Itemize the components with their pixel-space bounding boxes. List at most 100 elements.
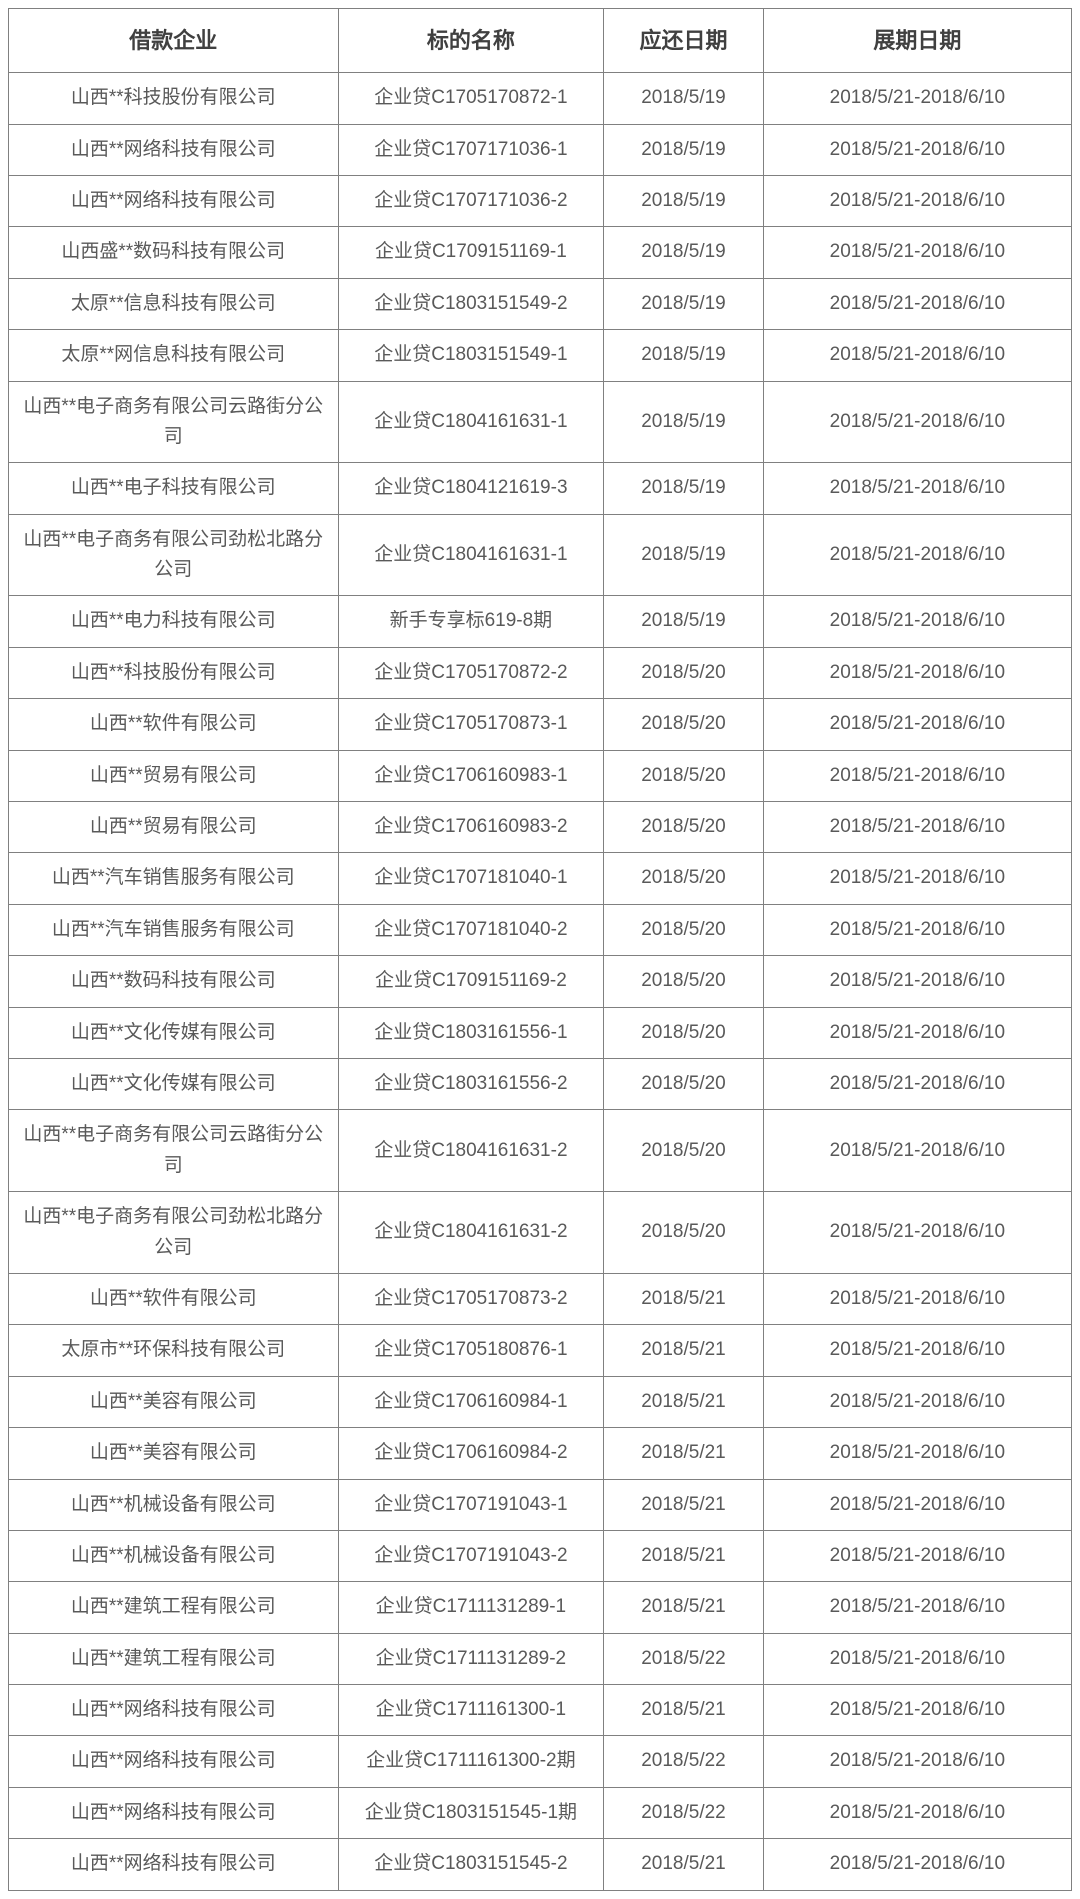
cell-due: 2018/5/20: [604, 699, 763, 750]
cell-ext: 2018/5/21-2018/6/10: [763, 1059, 1071, 1110]
cell-loan: 企业贷C1705180876-1: [338, 1325, 604, 1376]
cell-due: 2018/5/19: [604, 330, 763, 381]
table-row: 山西**软件有限公司企业贷C1705170873-12018/5/202018/…: [9, 699, 1072, 750]
table-row: 山西**数码科技有限公司企业贷C1709151169-22018/5/20201…: [9, 956, 1072, 1007]
cell-loan: 企业贷C1707191043-1: [338, 1479, 604, 1530]
table-body: 山西**科技股份有限公司企业贷C1705170872-12018/5/19201…: [9, 73, 1072, 1890]
cell-loan: 企业贷C1711161300-2期: [338, 1736, 604, 1787]
cell-ext: 2018/5/21-2018/6/10: [763, 596, 1071, 647]
table-row: 太原**信息科技有限公司企业贷C1803151549-22018/5/19201…: [9, 278, 1072, 329]
cell-loan: 企业贷C1709151169-1: [338, 227, 604, 278]
cell-company: 山西**电力科技有限公司: [9, 596, 339, 647]
cell-loan: 企业贷C1707181040-2: [338, 904, 604, 955]
cell-ext: 2018/5/21-2018/6/10: [763, 1376, 1071, 1427]
table-row: 山西**美容有限公司企业贷C1706160984-12018/5/212018/…: [9, 1376, 1072, 1427]
cell-loan: 企业贷C1804161631-2: [338, 1110, 604, 1192]
cell-loan: 企业贷C1804161631-1: [338, 381, 604, 463]
cell-company: 山西盛**数码科技有限公司: [9, 227, 339, 278]
table-head: 借款企业 标的名称 应还日期 展期日期: [9, 9, 1072, 73]
cell-company: 山西**机械设备有限公司: [9, 1479, 339, 1530]
cell-ext: 2018/5/21-2018/6/10: [763, 1633, 1071, 1684]
table-row: 山西**网络科技有限公司企业贷C1711161300-12018/5/21201…: [9, 1685, 1072, 1736]
table-row: 山西**电子商务有限公司云路街分公司企业贷C1804161631-22018/5…: [9, 1110, 1072, 1192]
header-due: 应还日期: [604, 9, 763, 73]
cell-loan: 企业贷C1804161631-1: [338, 514, 604, 596]
cell-due: 2018/5/21: [604, 1428, 763, 1479]
cell-company: 山西**网络科技有限公司: [9, 124, 339, 175]
cell-company: 山西**数码科技有限公司: [9, 956, 339, 1007]
cell-due: 2018/5/19: [604, 514, 763, 596]
cell-ext: 2018/5/21-2018/6/10: [763, 278, 1071, 329]
cell-loan: 企业贷C1803161556-2: [338, 1059, 604, 1110]
cell-due: 2018/5/19: [604, 175, 763, 226]
table-row: 山西**贸易有限公司企业贷C1706160983-12018/5/202018/…: [9, 750, 1072, 801]
cell-company: 山西**电子商务有限公司云路街分公司: [9, 381, 339, 463]
table-row: 山西盛**数码科技有限公司企业贷C1709151169-12018/5/1920…: [9, 227, 1072, 278]
table-row: 山西**电力科技有限公司新手专享标619-8期2018/5/192018/5/2…: [9, 596, 1072, 647]
cell-company: 山西**科技股份有限公司: [9, 647, 339, 698]
table-row: 山西**文化传媒有限公司企业贷C1803161556-22018/5/20201…: [9, 1059, 1072, 1110]
cell-ext: 2018/5/21-2018/6/10: [763, 1273, 1071, 1324]
cell-due: 2018/5/20: [604, 853, 763, 904]
table-row: 山西**电子商务有限公司劲松北路分公司企业贷C1804161631-12018/…: [9, 514, 1072, 596]
table-row: 山西**电子商务有限公司云路街分公司企业贷C1804161631-12018/5…: [9, 381, 1072, 463]
cell-due: 2018/5/19: [604, 73, 763, 124]
cell-due: 2018/5/20: [604, 1059, 763, 1110]
cell-company: 山西**软件有限公司: [9, 1273, 339, 1324]
cell-due: 2018/5/20: [604, 802, 763, 853]
cell-loan: 企业贷C1706160983-1: [338, 750, 604, 801]
cell-loan: 企业贷C1711161300-1: [338, 1685, 604, 1736]
loan-extension-table: 借款企业 标的名称 应还日期 展期日期 山西**科技股份有限公司企业贷C1705…: [8, 8, 1072, 1891]
cell-ext: 2018/5/21-2018/6/10: [763, 1007, 1071, 1058]
cell-company: 山西**美容有限公司: [9, 1428, 339, 1479]
cell-ext: 2018/5/21-2018/6/10: [763, 1325, 1071, 1376]
cell-due: 2018/5/19: [604, 381, 763, 463]
cell-due: 2018/5/22: [604, 1633, 763, 1684]
cell-due: 2018/5/19: [604, 227, 763, 278]
table-row: 山西**建筑工程有限公司企业贷C1711131289-12018/5/21201…: [9, 1582, 1072, 1633]
cell-company: 山西**文化传媒有限公司: [9, 1007, 339, 1058]
header-company: 借款企业: [9, 9, 339, 73]
cell-due: 2018/5/21: [604, 1479, 763, 1530]
cell-loan: 新手专享标619-8期: [338, 596, 604, 647]
cell-company: 山西**建筑工程有限公司: [9, 1633, 339, 1684]
cell-loan: 企业贷C1803151549-2: [338, 278, 604, 329]
cell-ext: 2018/5/21-2018/6/10: [763, 124, 1071, 175]
cell-company: 山西**电子商务有限公司云路街分公司: [9, 1110, 339, 1192]
cell-loan: 企业贷C1711131289-1: [338, 1582, 604, 1633]
cell-due: 2018/5/21: [604, 1325, 763, 1376]
cell-loan: 企业贷C1705170873-1: [338, 699, 604, 750]
table-header-row: 借款企业 标的名称 应还日期 展期日期: [9, 9, 1072, 73]
table-row: 山西**贸易有限公司企业贷C1706160983-22018/5/202018/…: [9, 802, 1072, 853]
cell-company: 山西**汽车销售服务有限公司: [9, 853, 339, 904]
cell-company: 山西**科技股份有限公司: [9, 73, 339, 124]
cell-loan: 企业贷C1706160984-1: [338, 1376, 604, 1427]
cell-due: 2018/5/21: [604, 1685, 763, 1736]
cell-loan: 企业贷C1707171036-2: [338, 175, 604, 226]
table-row: 山西**网络科技有限公司企业贷C1803151545-1期2018/5/2220…: [9, 1787, 1072, 1838]
cell-loan: 企业贷C1804161631-2: [338, 1192, 604, 1274]
cell-company: 山西**电子科技有限公司: [9, 463, 339, 514]
cell-loan: 企业贷C1705170872-1: [338, 73, 604, 124]
cell-company: 山西**网络科技有限公司: [9, 175, 339, 226]
cell-company: 太原市**环保科技有限公司: [9, 1325, 339, 1376]
table-row: 山西**网络科技有限公司企业贷C1711161300-2期2018/5/2220…: [9, 1736, 1072, 1787]
cell-due: 2018/5/19: [604, 463, 763, 514]
cell-due: 2018/5/21: [604, 1839, 763, 1890]
cell-loan: 企业贷C1706160984-2: [338, 1428, 604, 1479]
cell-due: 2018/5/20: [604, 750, 763, 801]
cell-company: 山西**软件有限公司: [9, 699, 339, 750]
cell-company: 太原**网信息科技有限公司: [9, 330, 339, 381]
cell-company: 山西**网络科技有限公司: [9, 1736, 339, 1787]
cell-due: 2018/5/20: [604, 1007, 763, 1058]
cell-due: 2018/5/20: [604, 956, 763, 1007]
cell-company: 山西**电子商务有限公司劲松北路分公司: [9, 514, 339, 596]
cell-due: 2018/5/21: [604, 1273, 763, 1324]
header-ext: 展期日期: [763, 9, 1071, 73]
table-row: 山西**汽车销售服务有限公司企业贷C1707181040-22018/5/202…: [9, 904, 1072, 955]
table-row: 太原市**环保科技有限公司企业贷C1705180876-12018/5/2120…: [9, 1325, 1072, 1376]
cell-due: 2018/5/20: [604, 647, 763, 698]
cell-company: 山西**网络科技有限公司: [9, 1839, 339, 1890]
table-row: 山西**软件有限公司企业贷C1705170873-22018/5/212018/…: [9, 1273, 1072, 1324]
cell-ext: 2018/5/21-2018/6/10: [763, 463, 1071, 514]
